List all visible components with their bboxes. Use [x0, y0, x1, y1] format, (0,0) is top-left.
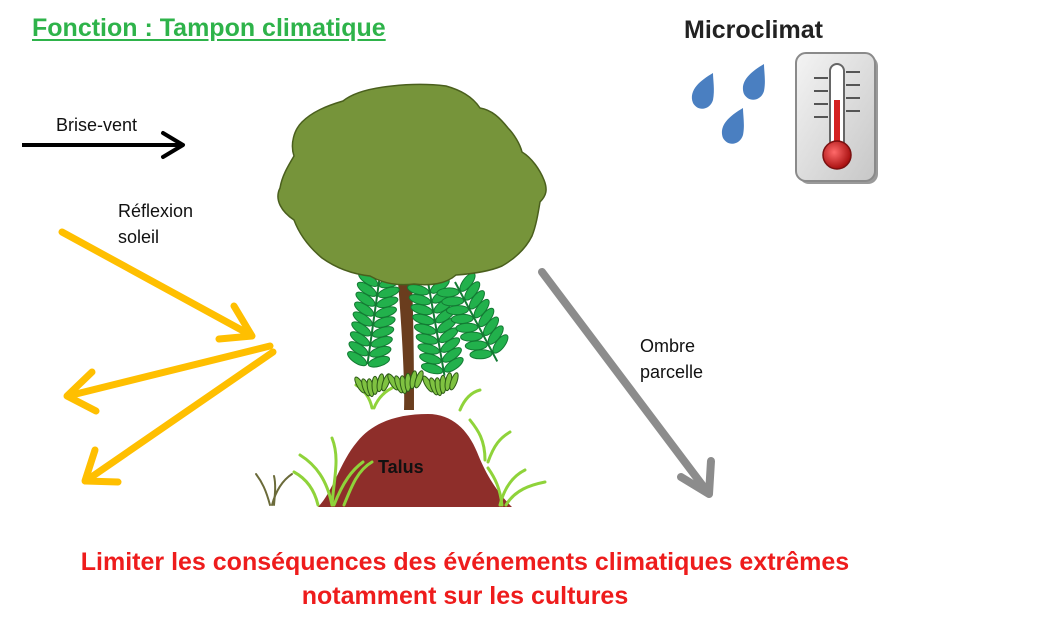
sun-reflection-label: Réflexion soleil	[118, 198, 193, 250]
diagram-title: Fonction : Tampon climatique	[32, 14, 386, 42]
conclusion-line2: notamment sur les cultures	[301, 582, 629, 610]
shade-label: Ombre parcelle	[640, 333, 703, 385]
water-drop-icon	[691, 64, 765, 144]
shade-label-line1: Ombre	[640, 336, 696, 356]
fern-fronds	[366, 274, 499, 376]
talus-mound	[318, 414, 512, 507]
curled-fronds	[354, 370, 459, 398]
conclusion-line1: Limiter les conséquences des événements …	[80, 548, 850, 576]
sun-reflection-arrows	[58, 228, 277, 486]
thermometer-icon	[795, 52, 878, 184]
tree-canopy	[277, 83, 547, 286]
shade-label-line2: parcelle	[640, 362, 704, 382]
sun-reflection-label-line1: Réflexion	[118, 201, 194, 221]
dry-grass	[255, 473, 293, 506]
wind-label: Brise-vent	[56, 115, 138, 135]
wind-arrow	[22, 131, 185, 159]
microclimat-title: Microclimat	[684, 16, 823, 44]
conclusion-text: Limiter les conséquences des événements …	[0, 545, 930, 613]
sun-reflection-label-line2: soleil	[118, 227, 160, 247]
grass-tufts	[292, 383, 547, 507]
shade-arrow	[538, 268, 715, 498]
talus-label: Talus	[378, 457, 424, 477]
